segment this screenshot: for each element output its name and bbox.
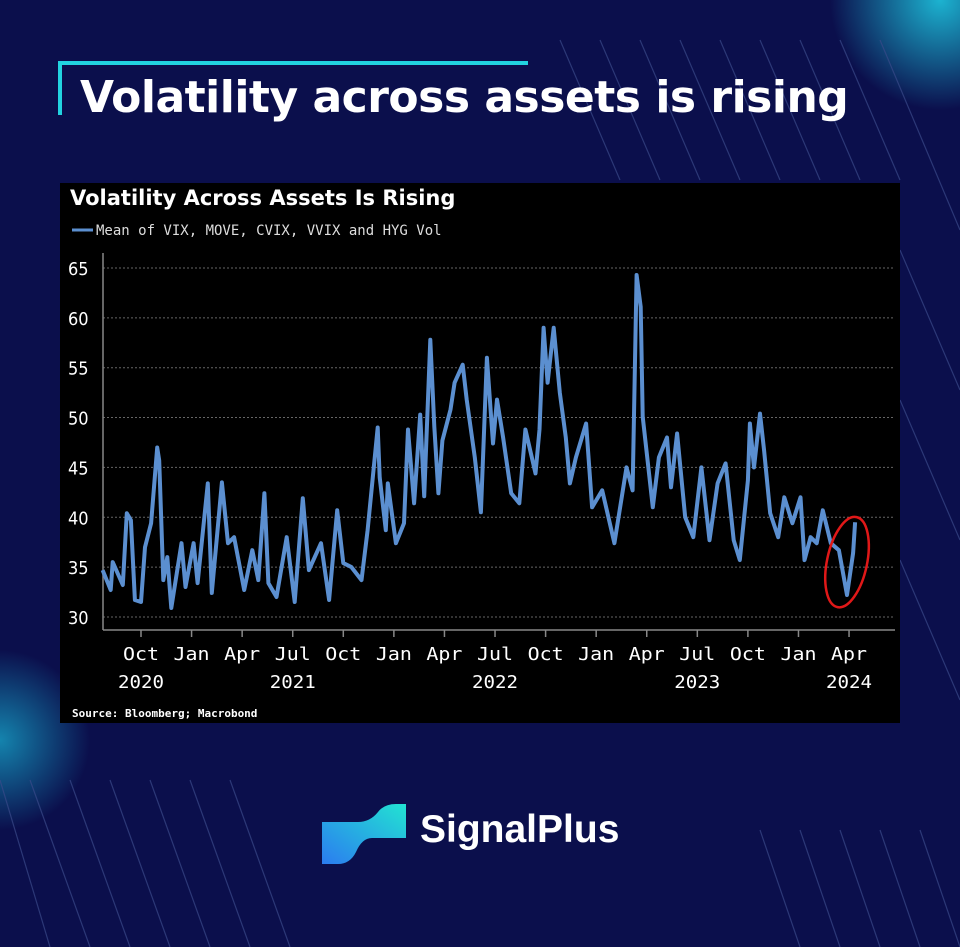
chart-panel: Volatility Across Assets Is Rising Mean … bbox=[60, 183, 900, 723]
page-title: Volatility across assets is rising bbox=[80, 72, 849, 123]
x-tick-label-month: Jul bbox=[477, 644, 513, 665]
y-tick-label: 30 bbox=[68, 608, 89, 629]
x-tick-label-month: Oct bbox=[528, 644, 564, 665]
x-tick-label-month: Apr bbox=[629, 644, 665, 665]
y-tick-label: 50 bbox=[68, 409, 89, 430]
x-tick-label-month: Apr bbox=[224, 644, 260, 665]
highlight-ellipse bbox=[824, 515, 871, 609]
y-tick-label: 45 bbox=[68, 458, 89, 479]
x-tick-label-month: Jul bbox=[679, 644, 715, 665]
x-tick-label-year: 2024 bbox=[826, 672, 872, 693]
y-tick-label: 60 bbox=[68, 309, 89, 330]
y-tick-label: 40 bbox=[68, 508, 89, 529]
x-tick-label-year: 2023 bbox=[674, 672, 720, 693]
accent-bracket-horizontal bbox=[58, 61, 528, 65]
line-chart: Volatility Across Assets Is Rising Mean … bbox=[68, 186, 895, 720]
signalplus-logo: SignalPlus bbox=[320, 800, 650, 870]
y-tick-label: 35 bbox=[68, 558, 89, 579]
source-note: Source: Bloomberg; Macrobond bbox=[72, 707, 257, 720]
x-tick-label-year: 2020 bbox=[118, 672, 164, 693]
brand-name: SignalPlus bbox=[420, 808, 620, 851]
x-tick-label-month: Jan bbox=[578, 644, 614, 665]
x-tick-label-month: Jan bbox=[174, 644, 210, 665]
y-tick-label: 65 bbox=[68, 259, 89, 280]
accent-bracket-vertical bbox=[58, 61, 62, 115]
signalplus-logo-icon bbox=[322, 804, 406, 864]
x-tick-label-month: Jul bbox=[275, 644, 311, 665]
series-line bbox=[100, 273, 858, 610]
x-tick-label-month: Oct bbox=[123, 644, 159, 665]
y-tick-label: 55 bbox=[68, 359, 89, 380]
x-tick-label-month: Oct bbox=[325, 644, 361, 665]
x-tick-label-year: 2022 bbox=[472, 672, 518, 693]
x-tick-label-year: 2021 bbox=[270, 672, 316, 693]
x-tick-label-month: Apr bbox=[426, 644, 462, 665]
x-tick-label-month: Apr bbox=[831, 644, 867, 665]
x-tick-label-month: Oct bbox=[730, 644, 766, 665]
x-tick-label-month: Jan bbox=[780, 644, 816, 665]
chart-title: Volatility Across Assets Is Rising bbox=[70, 186, 455, 210]
x-tick-label-month: Jan bbox=[376, 644, 412, 665]
legend-label: Mean of VIX, MOVE, CVIX, VVIX and HYG Vo… bbox=[96, 223, 442, 239]
